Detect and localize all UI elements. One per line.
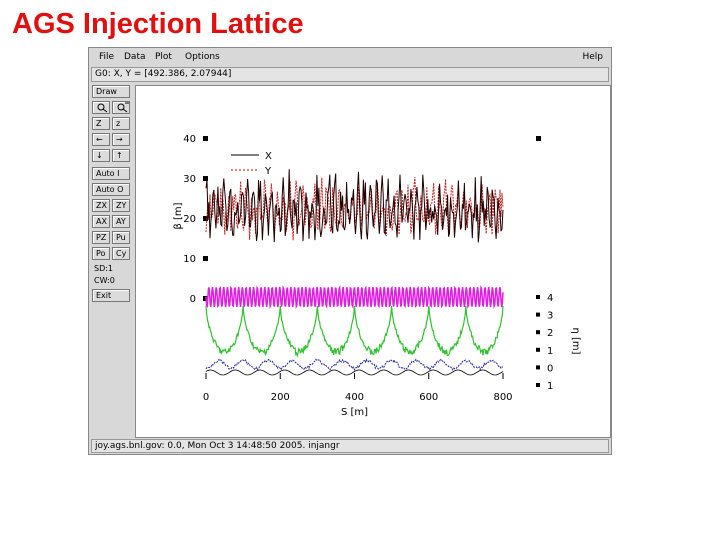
- tool-button[interactable]: ↓: [92, 149, 110, 162]
- y-tick-label: 20: [183, 214, 196, 225]
- panel-label: CW:0: [94, 276, 115, 285]
- dispersion-curve: [205, 305, 504, 358]
- corner-mark: [536, 136, 541, 141]
- y-axis-label: β [m]: [173, 202, 184, 229]
- status-bar: G0: X, Y = [492.386, 2.07944]: [91, 67, 609, 82]
- baseline-curve: [205, 369, 504, 376]
- tool-button[interactable]: →: [112, 133, 130, 146]
- y-tick: [203, 256, 208, 261]
- help-menu[interactable]: Help: [582, 52, 603, 62]
- dispersion-y-curve: [205, 358, 504, 371]
- y2-tick: [536, 330, 540, 335]
- x-tick-label: 0: [203, 392, 209, 403]
- y2-tick: [536, 383, 540, 387]
- y2-tick: [536, 365, 540, 370]
- tool-button[interactable]: Cy: [112, 247, 130, 260]
- tool-button[interactable]: Draw: [92, 85, 130, 98]
- x-tick-label: 200: [271, 392, 290, 403]
- menu-item[interactable]: Data: [124, 52, 146, 62]
- tool-button[interactable]: Auto O: [92, 183, 130, 196]
- legend-label: X: [265, 151, 272, 162]
- tool-button[interactable]: AY: [112, 215, 130, 228]
- x-tick-label: 800: [493, 392, 512, 403]
- tool-button[interactable]: Po: [92, 247, 110, 260]
- y2-tick: [536, 312, 540, 317]
- legend-label: Y: [264, 166, 272, 177]
- slide-title: AGS Injection Lattice: [12, 8, 304, 40]
- tune-band: [205, 284, 504, 310]
- y2-tick-label: 2: [547, 328, 553, 339]
- y-tick: [203, 176, 208, 181]
- menu-item[interactable]: Plot: [155, 52, 172, 62]
- tool-button[interactable]: z: [112, 117, 130, 130]
- zoom-button[interactable]: [112, 101, 130, 114]
- tool-button[interactable]: ↑: [112, 149, 130, 162]
- zoom-button[interactable]: [92, 101, 110, 114]
- panel-label: SD:1: [94, 264, 114, 273]
- footer-bar: joy.ags.bnl.gov: 0.0, Mon Oct 3 14:48:50…: [91, 439, 609, 453]
- y-tick: [203, 216, 208, 221]
- tool-button[interactable]: Auto I: [92, 167, 130, 180]
- y-tick-label: 10: [183, 254, 196, 265]
- tool-button[interactable]: Pu: [112, 231, 130, 244]
- beta-x-curve: [205, 169, 504, 243]
- tool-button[interactable]: AX: [92, 215, 110, 228]
- y2-tick: [536, 347, 540, 352]
- x-tick-label: 400: [345, 392, 364, 403]
- y-tick-label: 30: [183, 174, 196, 185]
- menu-item[interactable]: Options: [185, 52, 220, 62]
- y2-tick-label: 4: [547, 293, 553, 304]
- tool-button[interactable]: ZY: [112, 199, 130, 212]
- app-window: Help G0: X, Y = [492.386, 2.07944] 40 30 2…: [88, 47, 612, 455]
- menu-item[interactable]: File: [99, 52, 115, 62]
- y2-axis-label: η [m]: [570, 327, 581, 354]
- y2-tick-label: 3: [547, 311, 553, 322]
- zoom-icon: [97, 103, 108, 113]
- y-tick-label: 40: [183, 134, 196, 145]
- y-tick-label: 0: [190, 294, 196, 305]
- zoom-icon: [117, 102, 129, 113]
- y2-tick-label: 1: [547, 381, 553, 392]
- tool-button[interactable]: ZX: [92, 199, 110, 212]
- y2-tick-label: 0: [547, 363, 553, 374]
- x-tick-label: 600: [419, 392, 438, 403]
- y2-tick-label: 1: [547, 346, 553, 357]
- tool-button[interactable]: Z: [92, 117, 110, 130]
- tool-button[interactable]: ←: [92, 133, 110, 146]
- y-tick: [203, 136, 208, 141]
- plot-area: 40 30 20 10 0 β [m] 0 200 400 600 800 S [m] 4 3 2 1 0 1 η …: [135, 85, 611, 438]
- x-axis-label: S [m]: [341, 407, 368, 418]
- tool-button[interactable]: Exit: [92, 289, 130, 302]
- tool-button[interactable]: PZ: [92, 231, 110, 244]
- y2-tick: [536, 295, 540, 299]
